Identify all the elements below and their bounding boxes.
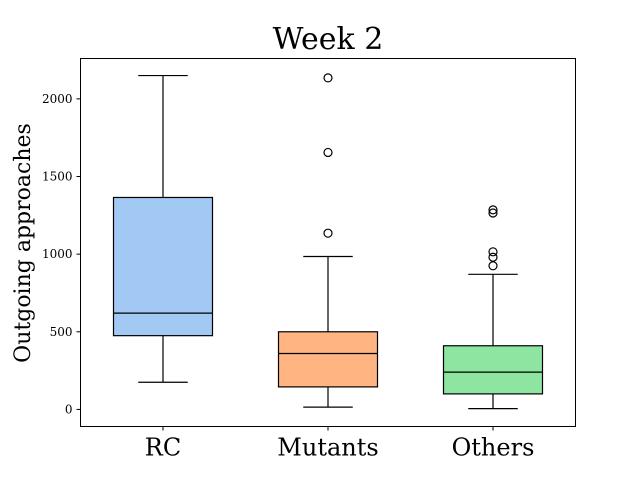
box-rc bbox=[112, 196, 214, 337]
outlier-point bbox=[323, 228, 333, 238]
y-tick-label: 500 bbox=[50, 325, 73, 339]
x-tick-label-rc: RC bbox=[145, 434, 181, 462]
y-tick-label: 0 bbox=[65, 402, 73, 416]
outlier-point bbox=[488, 208, 498, 218]
outlier-point bbox=[323, 147, 333, 158]
box-mutants bbox=[277, 331, 379, 388]
chart-title: Week 2 bbox=[273, 22, 384, 57]
box-others bbox=[442, 345, 544, 395]
y-axis-label: Outgoing approaches bbox=[11, 123, 36, 363]
plot-area: 0 500 1000 1500 2000 RC Mutants Others bbox=[42, 73, 544, 462]
outlier-point bbox=[488, 261, 498, 271]
x-tick-label-others: Others bbox=[452, 434, 535, 462]
plot-frame bbox=[80, 58, 576, 427]
outlier-point bbox=[488, 247, 498, 257]
x-tick-label-mutants: Mutants bbox=[277, 434, 378, 462]
outlier-point bbox=[488, 252, 498, 262]
y-tick-label: 2000 bbox=[42, 92, 73, 106]
outlier-point bbox=[488, 205, 498, 215]
y-tick-label: 1500 bbox=[42, 170, 73, 184]
outlier-point bbox=[323, 73, 333, 83]
y-tick-label: 1000 bbox=[42, 247, 73, 261]
